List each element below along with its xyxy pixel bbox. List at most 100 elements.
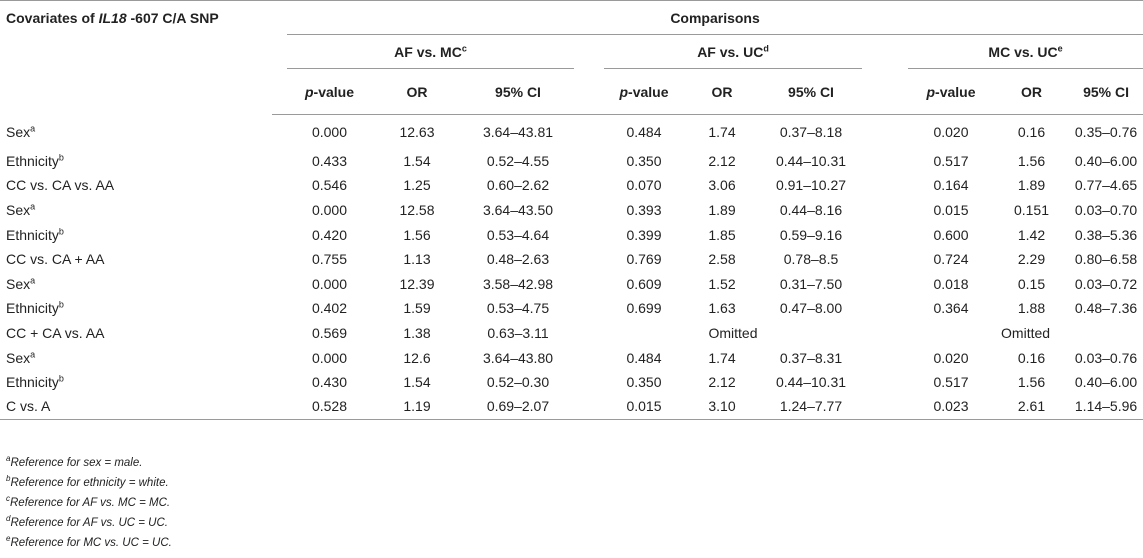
omitted-cell: Omitted [708,324,758,341]
table-cell: 3.64–43.81 [482,123,554,140]
table-cell: 0.402 [311,300,348,317]
row-label-sup: a [30,201,36,212]
table-cell: 0.37–8.18 [779,123,843,140]
group-header-mc-uc: MC vs. UCe [908,34,1143,69]
p-italic: p [926,83,936,100]
table-row: Sexa 0.000 12.63 3.64–43.81 0.484 1.74 0.37–8.… [0,115,1143,149]
table-cell: 0.528 [287,394,372,420]
table-cell: 0.517 [933,152,969,169]
footnote-sup: d [6,514,11,524]
table-cell: 2.12 [708,374,736,391]
row-label-sup: b [58,152,64,163]
table-cell: 0.59–9.16 [779,226,843,243]
table-cell: 0.433 [311,152,348,169]
table-row: CC + CA vs. AA 0.569 1.38 0.63–3.11 Omitted O… [0,321,1143,346]
row-label-sup: a [30,275,36,286]
row-label-text: CC vs. CA vs. AA [6,177,115,194]
row-label-text: Ethnicity [6,152,59,169]
row-label-text: Sex [6,201,31,218]
table-cell: 0.44–10.31 [775,374,847,391]
row-label-text: Sex [6,275,31,292]
p-suffix: -value [935,83,976,100]
footnote-text: Reference for MC vs. UC = UC. [10,537,172,549]
table-cell: 1.54 [403,152,431,169]
group-label: AF vs. UC [697,43,764,60]
table-cell: 0.517 [933,374,969,391]
p-italic: p [619,83,629,100]
table-cell: 1.63 [708,300,736,317]
table-cell: 0.63–3.11 [487,324,549,341]
table-cell: 0.420 [311,226,348,243]
table-cell: 0.000 [311,123,348,140]
table-cell: 0.724 [933,251,969,268]
covariates-header: Covariates of IL18 -607 C/A SNP [0,0,272,115]
covariates-table: Covariates of IL18 -607 C/A SNP Comparis… [0,0,1143,420]
row-label-text: Ethnicity [6,300,59,317]
table-cell: 1.19 [372,394,462,420]
row-label-text: Sex [6,123,31,140]
footnote: bReference for ethnicity = white. [6,473,172,493]
table-cell: 0.48–2.63 [486,251,550,268]
table-row: Ethnicityb 0.433 1.54 0.52–4.55 0.350 2.12 0.4… [0,149,1143,174]
table-cell: 1.42 [1017,226,1046,243]
table-cell: 0.484 [626,123,662,140]
table-cell: 1.56 [403,226,431,243]
table-cell: 0.070 [626,177,662,194]
table-cell: 3.06 [708,177,736,194]
table-row: Sexa 0.000 12.58 3.64–43.50 0.393 1.89 0.44–8.… [0,198,1143,223]
table-cell: 0.31–7.50 [779,275,843,292]
table-cell: 0.44–8.16 [779,201,843,218]
table-cell: 0.569 [311,324,348,341]
table-cell: 1.59 [403,300,431,317]
row-label: Ethnicityb [0,296,272,321]
table-row: C vs. A 0.528 1.19 0.69–2.07 0.015 3.10 1.24–7… [0,394,1143,420]
comparisons-label: Comparisons [670,9,760,26]
table-cell: 0.03–0.70 [1074,201,1138,218]
footnote-text: Reference for sex = male. [10,457,143,469]
table-cell: 0.03–0.76 [1074,349,1138,366]
table-cell: 2.12 [708,152,736,169]
table-cell: 0.020 [933,123,969,140]
covariates-prefix: Covariates of [6,10,99,26]
col-or: OR [994,68,1069,115]
col-ci: 95% CI [1069,68,1143,115]
table-cell: 0.000 [311,275,348,292]
footnotes: aReference for sex = male. bReference for… [6,453,172,553]
table-row: Ethnicityb 0.430 1.54 0.52–0.30 0.350 2.12 0.4… [0,370,1143,395]
row-label: Sexa [0,115,272,149]
table-cell: 0.77–4.65 [1074,177,1138,194]
row-label-sup: a [30,122,36,133]
footnote-sup: b [6,474,11,484]
p-suffix: -value [313,83,355,100]
table-row: Ethnicityb 0.402 1.59 0.53–4.75 0.699 1.63 0.4… [0,296,1143,321]
table-cell: 0.53–4.64 [486,226,550,243]
table-row: Sexa 0.000 12.39 3.58–42.98 0.609 1.52 0.31–7.… [0,271,1143,296]
table-cell: 0.364 [933,300,969,317]
row-label: Sexa [0,271,272,296]
group-sup: e [1057,42,1063,53]
col-p-value: p-value [908,68,994,115]
gene-name: IL18 [98,10,127,26]
group-sup: d [763,42,769,53]
table-row: CC vs. CA + AA 0.755 1.13 0.48–2.63 0.769 2.5… [0,247,1143,272]
table-cell: 0.16 [1017,349,1046,366]
table-cell: 0.350 [626,374,662,391]
table-cell: 0.60–2.62 [486,177,550,194]
group-label: MC vs. UC [988,43,1058,60]
table-cell: 3.64–43.80 [482,349,554,366]
row-label-sup: a [30,348,36,359]
table-cell: 0.16 [1017,123,1046,140]
table-cell: 0.47–8.00 [779,300,843,317]
table-cell: 0.151 [1013,201,1050,218]
row-label-text: Sex [6,349,31,366]
row-label-text: CC + CA vs. AA [6,324,105,341]
row-label: C vs. A [0,394,272,420]
row-label: Sexa [0,345,272,370]
table-cell: 0.546 [311,177,348,194]
row-label: Ethnicityb [0,149,272,174]
footnote-sup: e [6,534,11,544]
col-ci: 95% CI [760,68,862,115]
table-cell: 0.37–8.31 [779,349,843,366]
table-cell: 0.35–0.76 [1074,123,1138,140]
